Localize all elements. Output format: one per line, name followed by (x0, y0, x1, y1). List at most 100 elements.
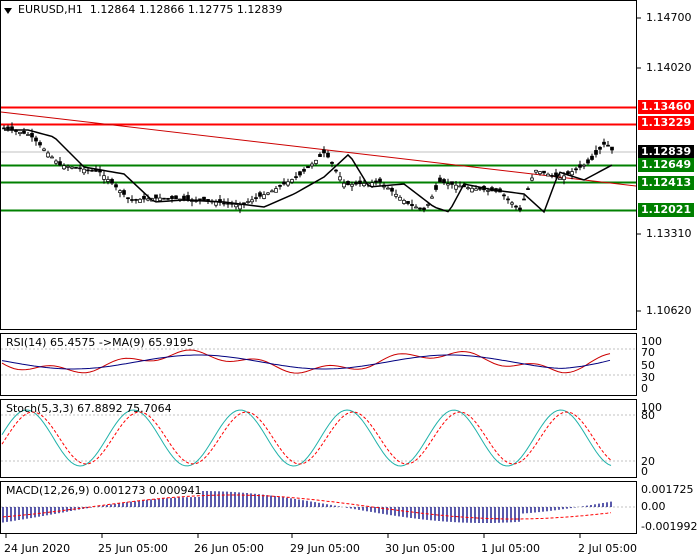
candle-body (318, 154, 322, 157)
candle-body (394, 193, 398, 197)
rsi-line (1, 349, 611, 374)
candle-body (430, 196, 434, 199)
candle-body (66, 166, 70, 168)
candle-body (442, 179, 446, 184)
macd-label: MACD(12,26,9) 0.001273 0.000941 (6, 484, 202, 497)
candle-body (594, 150, 598, 155)
candle-body (418, 207, 422, 210)
candle-body (598, 146, 602, 150)
time-label: 29 Jun 05:00 (290, 542, 360, 555)
candle-body (542, 170, 546, 174)
candle-body (142, 195, 146, 200)
candle-body (414, 206, 418, 209)
candle-body (86, 169, 90, 172)
candle-body (390, 187, 394, 192)
candle-body (298, 171, 302, 176)
candle-body (350, 184, 354, 187)
candle-body (114, 184, 118, 188)
candle-body (278, 185, 282, 187)
rsi-tick: 100 (641, 335, 662, 348)
symbol-dropdown-icon[interactable] (4, 8, 12, 14)
candle-body (526, 188, 530, 190)
time-label: 30 Jun 05:00 (385, 542, 455, 555)
candle-body (374, 180, 378, 183)
candle-body (58, 161, 62, 166)
candle-body (146, 198, 150, 201)
macd-pane-frame (0, 481, 637, 534)
candle-body (522, 198, 526, 201)
candle-body (50, 156, 54, 159)
candle-body (54, 160, 58, 164)
candle-body (270, 190, 274, 193)
macd-signal-line (2, 494, 612, 520)
candle-body (262, 194, 266, 199)
candle-body (354, 181, 358, 185)
candle-body (474, 188, 478, 191)
candle-body (358, 180, 362, 185)
candle-body (78, 167, 82, 170)
candle-body (286, 181, 290, 186)
candle-body (134, 199, 138, 201)
candle-body (26, 134, 30, 136)
time-label: 24 Jun 2020 (4, 542, 71, 555)
candle-body (578, 164, 582, 168)
candle-body (238, 204, 242, 210)
price-tick: 1.14020 (646, 61, 692, 74)
rsi-pane-frame (0, 333, 637, 396)
candle-body (514, 205, 518, 208)
level-tag-2: 1.13229 (638, 116, 695, 130)
candle-body (558, 177, 562, 180)
candle-body (82, 168, 86, 174)
candle-body (310, 163, 314, 167)
candle-body (198, 198, 202, 201)
candle-body (186, 195, 190, 200)
candle-body (90, 169, 94, 172)
candle-body (214, 201, 218, 206)
stoch-tick: 20 (641, 455, 655, 468)
candle-body (74, 167, 78, 169)
current-price-tag: 1.12839 (638, 145, 695, 159)
candle-body (410, 204, 414, 206)
candle-body (302, 168, 306, 172)
candle-body (294, 176, 298, 178)
candle-body (606, 144, 610, 147)
candle-body (258, 192, 262, 197)
candle-body (246, 201, 250, 203)
level-tag-5: 1.12021 (638, 203, 695, 217)
symbol-label[interactable]: EURUSD,H1 (18, 3, 83, 16)
level-tag-1: 1.13460 (638, 100, 695, 114)
candle-body (154, 194, 158, 199)
candle-body (70, 166, 74, 169)
macd-tick: 0.001725 (641, 483, 694, 496)
candle-body (398, 196, 402, 201)
candle-body (138, 198, 142, 203)
candle-body (254, 197, 258, 199)
candle-body (574, 168, 578, 171)
price-tick: 1.10620 (646, 304, 692, 317)
candle-body (582, 164, 586, 167)
candle-body (126, 197, 130, 200)
candle-body (610, 146, 614, 151)
candle-body (342, 182, 346, 188)
candle-body (46, 152, 50, 158)
candle-body (422, 207, 426, 210)
candle-body (554, 172, 558, 178)
candle-body (562, 175, 566, 180)
candle-body (386, 187, 390, 190)
candle-body (118, 190, 122, 193)
candle-body (590, 155, 594, 160)
candle-body (202, 196, 206, 201)
candle-body (314, 159, 318, 164)
candle-body (546, 173, 550, 177)
descending-trendline[interactable] (0, 111, 637, 187)
time-label: 25 Jun 05:00 (98, 542, 168, 555)
candle-body (510, 202, 514, 205)
candle-body (158, 197, 162, 201)
price-axis-ticks (637, 17, 641, 312)
candle-body (110, 179, 114, 184)
stoch-pane-frame (0, 399, 637, 478)
candle-body (486, 190, 490, 192)
macd-histogram (2, 491, 612, 523)
candle-body (530, 177, 534, 181)
